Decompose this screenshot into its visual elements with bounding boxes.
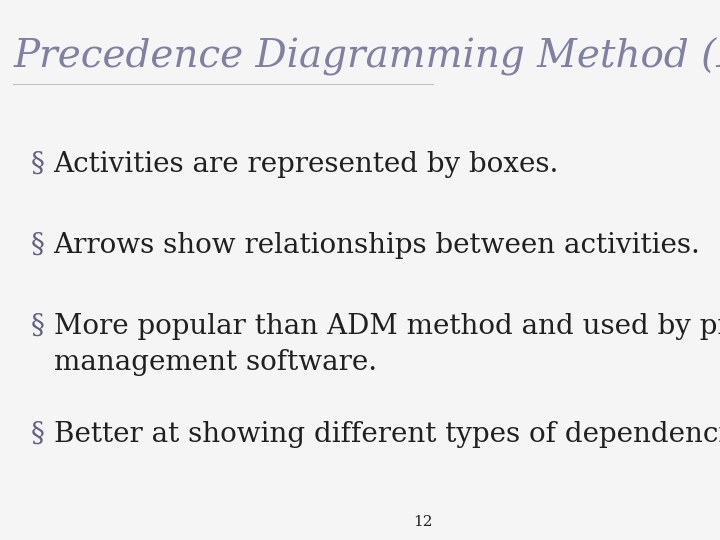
Text: 12: 12: [413, 515, 433, 529]
Text: Arrows show relationships between activities.: Arrows show relationships between activi…: [53, 232, 701, 259]
Text: §: §: [31, 421, 45, 448]
Text: §: §: [31, 151, 45, 178]
Text: §: §: [31, 232, 45, 259]
Text: Better at showing different types of dependencies.: Better at showing different types of dep…: [53, 421, 720, 448]
Text: §: §: [31, 313, 45, 340]
Text: Precedence Diagramming Method (PDM): Precedence Diagramming Method (PDM): [14, 38, 720, 76]
Text: More popular than ADM method and used by project
management software.: More popular than ADM method and used by…: [53, 313, 720, 376]
Text: Activities are represented by boxes.: Activities are represented by boxes.: [53, 151, 559, 178]
